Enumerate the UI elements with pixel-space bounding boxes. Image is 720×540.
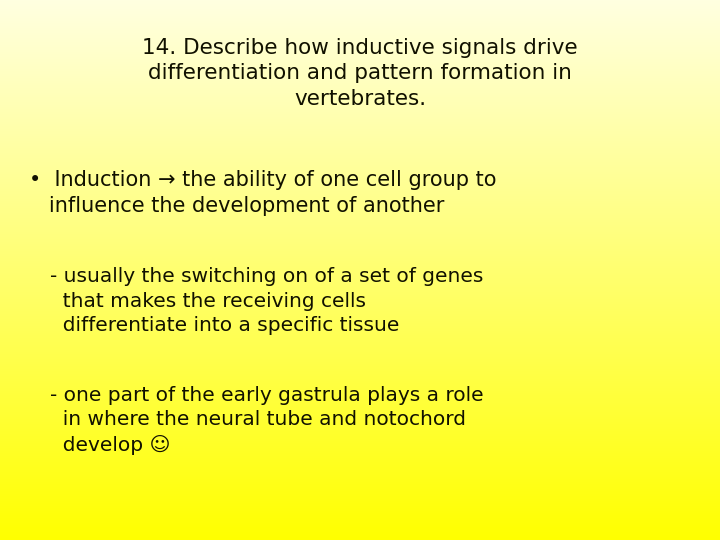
Text: 14. Describe how inductive signals drive
differentiation and pattern formation i: 14. Describe how inductive signals drive… — [142, 38, 578, 109]
Text: •  Induction → the ability of one cell group to
   influence the development of : • Induction → the ability of one cell gr… — [29, 170, 496, 215]
Text: - one part of the early gastrula plays a role
  in where the neural tube and not: - one part of the early gastrula plays a… — [50, 386, 484, 455]
Text: - usually the switching on of a set of genes
  that makes the receiving cells
  : - usually the switching on of a set of g… — [50, 267, 484, 335]
